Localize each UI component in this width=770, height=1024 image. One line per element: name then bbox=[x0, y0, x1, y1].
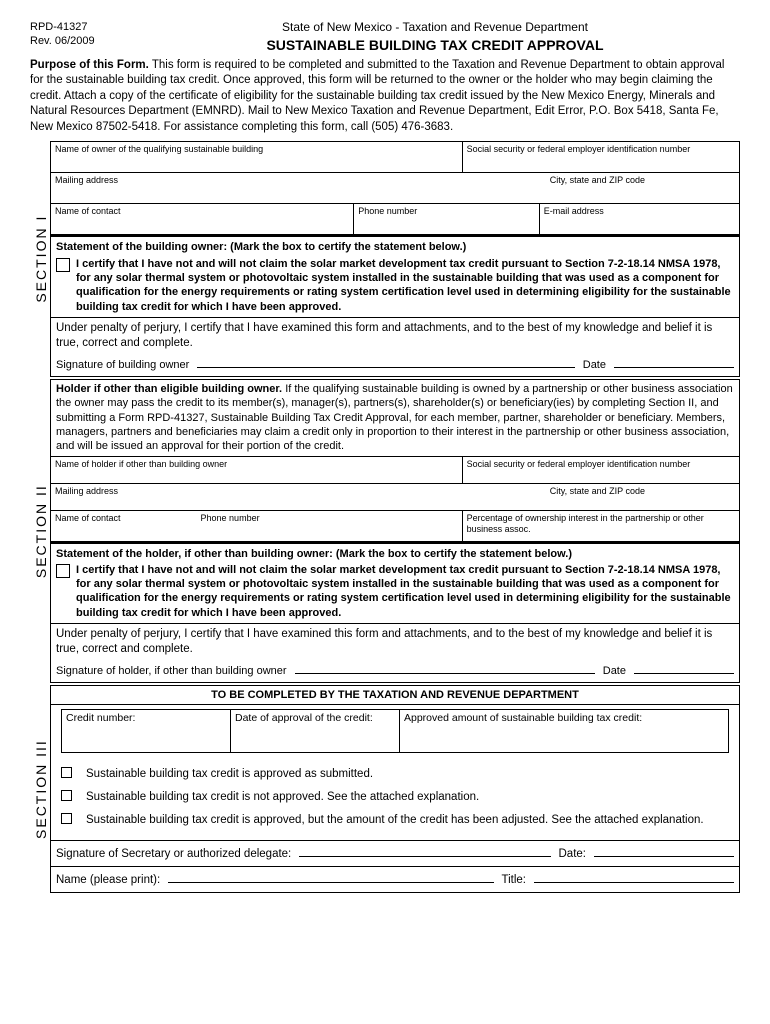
s3-opt-2: Sustainable building tax credit is not a… bbox=[61, 790, 729, 805]
s1-certify-checkbox[interactable] bbox=[56, 258, 70, 272]
s2-holder-intro: Holder if other than eligible building o… bbox=[51, 380, 739, 456]
s2-perjury: Under penalty of perjury, I certify that… bbox=[51, 623, 739, 660]
s1-signature-row: Signature of building owner Date bbox=[51, 354, 739, 376]
contact-field[interactable]: Name of contact bbox=[51, 204, 354, 234]
s2-ssn-field[interactable]: Social security or federal employer iden… bbox=[463, 457, 739, 483]
purpose-label: Purpose of this Form. bbox=[30, 59, 149, 71]
s1-statement: Statement of the building owner: (Mark t… bbox=[51, 235, 739, 316]
s2-statement-text: I certify that I have not and will not c… bbox=[76, 563, 734, 620]
section-1-label: SECTION I bbox=[30, 141, 50, 377]
credit-number-field[interactable]: Credit number: bbox=[62, 710, 231, 752]
s1-sig-line[interactable] bbox=[197, 356, 574, 368]
form-revision: Rev. 06/2009 bbox=[30, 34, 130, 48]
s3-opt-3: Sustainable building tax credit is appro… bbox=[61, 813, 729, 828]
s2-contact-field[interactable]: Name of contactPhone number bbox=[51, 511, 463, 541]
s3-opt-2-text: Sustainable building tax credit is not a… bbox=[86, 790, 479, 805]
s2-sig-line[interactable] bbox=[295, 662, 595, 674]
section-2-box: Holder if other than eligible building o… bbox=[50, 379, 740, 683]
s3-opt-1: Sustainable building tax credit is appro… bbox=[61, 767, 729, 782]
form-id-block: RPD-41327 Rev. 06/2009 bbox=[30, 20, 130, 49]
form-header: RPD-41327 Rev. 06/2009 State of New Mexi… bbox=[30, 20, 740, 54]
s3-checkbox-3[interactable] bbox=[61, 813, 72, 824]
s2-pct-field[interactable]: Percentage of ownership interest in the … bbox=[463, 511, 739, 541]
s3-options: Sustainable building tax credit is appro… bbox=[51, 763, 739, 840]
s3-checkbox-1[interactable] bbox=[61, 767, 72, 778]
s3-secretary-label: Signature of Secretary or authorized del… bbox=[56, 847, 291, 862]
s3-opt-3-text: Sustainable building tax credit is appro… bbox=[86, 813, 704, 828]
s3-name-label: Name (please print): bbox=[56, 873, 160, 888]
s3-title-line[interactable] bbox=[534, 871, 734, 883]
s2-intro-bold: Holder if other than eligible building o… bbox=[56, 383, 282, 395]
s1-statement-text: I certify that I have not and will not c… bbox=[76, 257, 734, 314]
s1-date-line[interactable] bbox=[614, 356, 734, 368]
section-3: SECTION III TO BE COMPLETED BY THE TAXAT… bbox=[30, 685, 740, 893]
s3-secretary-sig: Signature of Secretary or authorized del… bbox=[51, 840, 739, 866]
s2-certify-checkbox[interactable] bbox=[56, 564, 70, 578]
s3-opt-1-text: Sustainable building tax credit is appro… bbox=[86, 767, 373, 782]
purpose-paragraph: Purpose of this Form. This form is requi… bbox=[30, 58, 740, 136]
s1-date-label: Date bbox=[583, 358, 606, 372]
s2-signature-row: Signature of holder, if other than build… bbox=[51, 660, 739, 682]
s3-checkbox-2[interactable] bbox=[61, 790, 72, 801]
section-3-label: SECTION III bbox=[30, 685, 50, 893]
section-3-box: TO BE COMPLETED BY THE TAXATION AND REVE… bbox=[50, 685, 740, 893]
s2-date-label: Date bbox=[603, 664, 626, 678]
s3-secretary-line[interactable] bbox=[299, 845, 550, 857]
s3-date-label: Date: bbox=[559, 847, 587, 862]
s1-sig-label: Signature of building owner bbox=[56, 358, 189, 372]
s2-mailing-field[interactable]: Mailing addressCity, state and ZIP code bbox=[51, 484, 739, 510]
phone-field[interactable]: Phone number bbox=[354, 204, 540, 234]
s2-statement-title: Statement of the holder, if other than b… bbox=[56, 547, 734, 561]
s2-sig-label: Signature of holder, if other than build… bbox=[56, 664, 287, 678]
mailing-field[interactable]: Mailing addressCity, state and ZIP code bbox=[51, 173, 739, 203]
s3-title-label: Title: bbox=[502, 873, 527, 888]
department-name: State of New Mexico - Taxation and Reven… bbox=[130, 20, 740, 36]
s2-date-line[interactable] bbox=[634, 662, 734, 674]
section-2-label: SECTION II bbox=[30, 379, 50, 683]
section-1-box: Name of owner of the qualifying sustaina… bbox=[50, 141, 740, 377]
holder-name-field[interactable]: Name of holder if other than building ow… bbox=[51, 457, 463, 483]
s3-name-row: Name (please print): Title: bbox=[51, 866, 739, 892]
section-1: SECTION I Name of owner of the qualifyin… bbox=[30, 141, 740, 377]
s1-statement-title: Statement of the building owner: (Mark t… bbox=[56, 240, 734, 254]
owner-name-field[interactable]: Name of owner of the qualifying sustaina… bbox=[51, 142, 463, 172]
approved-amount-field[interactable]: Approved amount of sustainable building … bbox=[400, 710, 728, 752]
s3-header: TO BE COMPLETED BY THE TAXATION AND REVE… bbox=[51, 686, 739, 705]
email-field[interactable]: E-mail address bbox=[540, 204, 739, 234]
form-title: SUSTAINABLE BUILDING TAX CREDIT APPROVAL bbox=[130, 36, 740, 54]
s3-table: Credit number: Date of approval of the c… bbox=[61, 709, 729, 753]
section-2: SECTION II Holder if other than eligible… bbox=[30, 379, 740, 683]
s3-date-line[interactable] bbox=[594, 845, 734, 857]
s2-statement: Statement of the holder, if other than b… bbox=[51, 542, 739, 623]
ssn-field[interactable]: Social security or federal employer iden… bbox=[463, 142, 739, 172]
header-center: State of New Mexico - Taxation and Reven… bbox=[130, 20, 740, 54]
s3-name-line[interactable] bbox=[168, 871, 493, 883]
form-id: RPD-41327 bbox=[30, 20, 130, 34]
s1-perjury: Under penalty of perjury, I certify that… bbox=[51, 317, 739, 354]
approval-date-field[interactable]: Date of approval of the credit: bbox=[231, 710, 400, 752]
